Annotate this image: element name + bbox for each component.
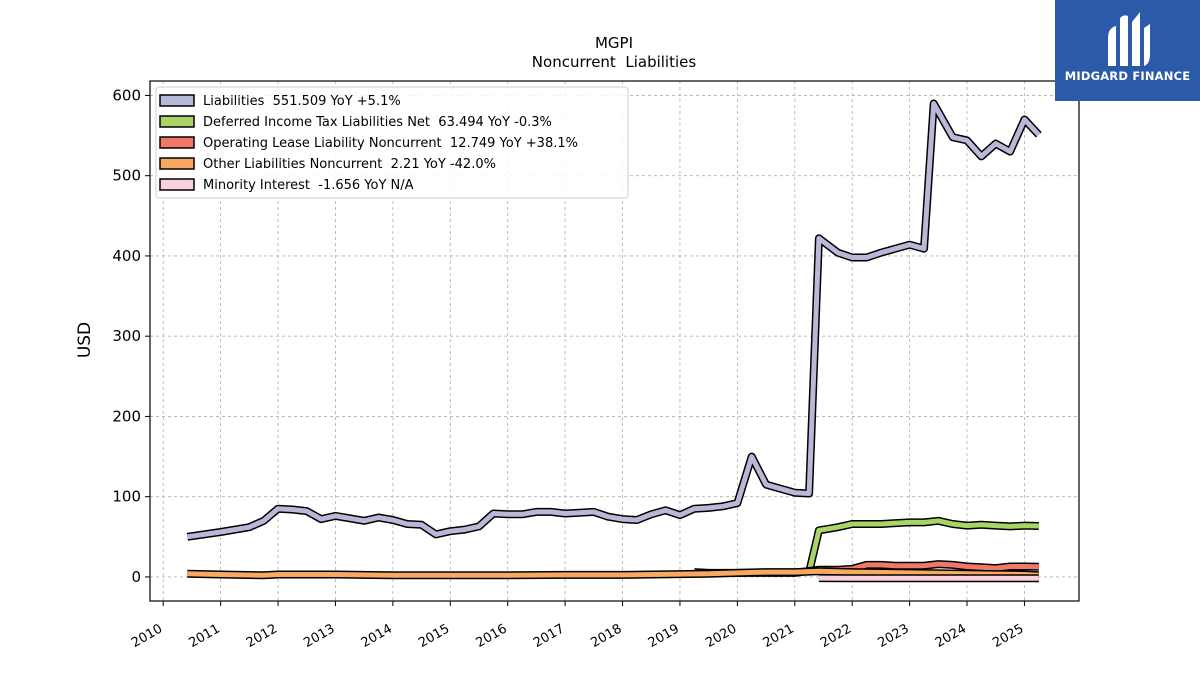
y-axis-label: USD bbox=[75, 322, 95, 358]
x-ticks: 2010 2011 2012 2013 2014 2015 2016 2017 2018 2019… bbox=[129, 601, 1026, 651]
y-tick-label-4: 400 bbox=[112, 247, 141, 265]
y-ticks: 0 100 200 300 400 500 600 bbox=[112, 86, 150, 586]
x-tick-label-9: 2019 bbox=[646, 621, 682, 651]
y-tick-label-0: 0 bbox=[131, 568, 141, 586]
logo-mark-icon bbox=[1108, 12, 1150, 67]
legend-swatch-4 bbox=[159, 178, 195, 191]
legend-swatch-2 bbox=[159, 136, 195, 149]
series-0-line bbox=[186, 101, 1041, 540]
x-tick-label-7: 2017 bbox=[531, 621, 567, 651]
x-tick-label-13: 2023 bbox=[875, 621, 911, 651]
legend-label-2: Operating Lease Liability Noncurrent 12.… bbox=[203, 136, 578, 151]
legend-label-1: Deferred Income Tax Liabilities Net 63.4… bbox=[203, 115, 552, 130]
legend-swatch-1 bbox=[159, 115, 195, 128]
y-tick-label-1: 100 bbox=[112, 488, 141, 506]
legend-label-3: Other Liabilities Noncurrent 2.21 YoY -4… bbox=[203, 157, 496, 172]
chart-title: MGPI bbox=[595, 34, 633, 52]
x-tick-label-8: 2018 bbox=[588, 621, 624, 651]
x-tick-label-15: 2025 bbox=[990, 621, 1026, 651]
plot-frame bbox=[149, 80, 1080, 602]
logo-text: MIDGARD FINANCE bbox=[1064, 69, 1191, 83]
x-tick-label-14: 2024 bbox=[933, 621, 969, 651]
legend-swatch-0 bbox=[159, 94, 195, 107]
x-tick-label-2: 2012 bbox=[244, 621, 280, 651]
legend-label-0: Liabilities 551.509 YoY +5.1% bbox=[203, 94, 401, 109]
legend-box bbox=[155, 86, 629, 199]
x-tick-label-5: 2015 bbox=[416, 621, 452, 651]
legend-label-4: Minority Interest -1.656 YoY N/A bbox=[203, 178, 414, 193]
series-layer bbox=[186, 99, 1042, 583]
x-tick-label-12: 2022 bbox=[818, 621, 854, 651]
y-tick-label-2: 200 bbox=[112, 407, 141, 425]
x-tick-label-4: 2014 bbox=[359, 621, 395, 651]
x-tick-label-10: 2020 bbox=[703, 621, 739, 651]
x-tick-label-6: 2016 bbox=[474, 621, 510, 651]
y-tick-label-3: 300 bbox=[112, 327, 141, 345]
x-tick-label-11: 2021 bbox=[761, 621, 797, 651]
x-tick-label-1: 2011 bbox=[186, 621, 222, 651]
legend-swatch-3 bbox=[159, 157, 195, 170]
legend: Liabilities 551.509 YoY +5.1% Deferred In… bbox=[155, 86, 629, 199]
x-tick-label-3: 2013 bbox=[301, 621, 337, 651]
x-tick-label-0: 2010 bbox=[129, 621, 165, 651]
y-tick-label-5: 500 bbox=[112, 167, 141, 185]
brand-logo: MIDGARD FINANCE bbox=[1055, 0, 1200, 101]
chart-subtitle: Noncurrent Liabilities bbox=[532, 53, 697, 71]
y-tick-label-6: 600 bbox=[112, 86, 141, 104]
